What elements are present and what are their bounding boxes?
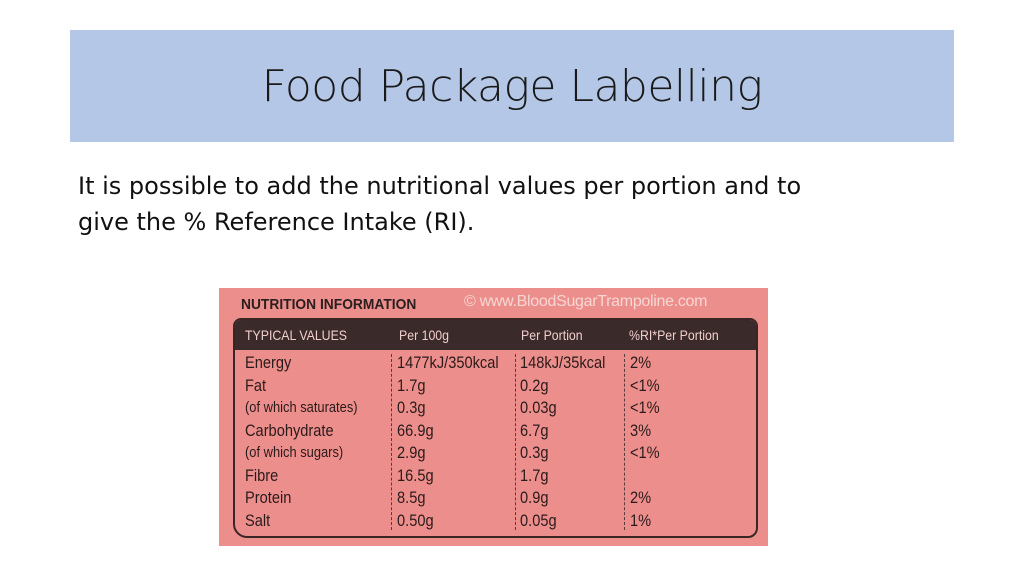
column-header-per-portion: Per Portion — [521, 327, 583, 343]
nutrient-names-column: Energy Fat (of which saturates) Carbohyd… — [245, 352, 358, 532]
per-100g-value: 8.5g — [397, 488, 426, 507]
per-portion-value: 1.7g — [520, 465, 549, 485]
nutrition-table-header: TYPICAL VALUES Per 100g Per Portion %RI*… — [235, 320, 756, 350]
per-100g-value: 0.3g — [397, 398, 426, 417]
nutrient-name: (of which saturates) — [245, 399, 358, 416]
per-portion-value: 0.9g — [520, 488, 549, 507]
per-portion-value: 0.2g — [520, 375, 549, 395]
ri-value: 2% — [630, 353, 652, 372]
per-portion-value: 6.7g — [520, 420, 549, 440]
per-portion-column: 148kJ/35kcal 0.2g 0.03g 6.7g 0.3g 1.7g 0… — [520, 352, 605, 532]
per-portion-value: 0.05g — [520, 510, 557, 530]
column-header-per-100g: Per 100g — [399, 327, 450, 343]
nutrition-label-heading: NUTRITION INFORMATION — [241, 296, 417, 313]
column-header-ri-per-portion: %RI*Per Portion — [629, 327, 719, 343]
per-portion-value: 0.03g — [520, 398, 557, 417]
nutrient-name: Salt — [245, 510, 271, 530]
per-100g-value: 1.7g — [397, 375, 426, 395]
per-100g-value: 1477kJ/350kcal — [397, 353, 499, 372]
column-divider — [515, 354, 516, 530]
title-band: Food Package Labelling — [70, 30, 954, 142]
nutrient-name: (of which sugars) — [245, 444, 344, 461]
column-divider — [391, 354, 392, 530]
column-divider — [624, 354, 625, 530]
nutrition-label-image: NUTRITION INFORMATION © www.BloodSugarTr… — [219, 288, 768, 546]
ri-column: 2% <1% <1% 3% <1% ​ 2% 1% — [630, 352, 660, 532]
per-100g-column: 1477kJ/350kcal 1.7g 0.3g 66.9g 2.9g 16.5… — [397, 352, 499, 532]
per-100g-value: 0.50g — [397, 510, 434, 530]
ri-value: 2% — [630, 488, 652, 507]
ri-value: <1% — [630, 398, 660, 417]
per-portion-value: 148kJ/35kcal — [520, 353, 606, 372]
nutrient-name: Fat — [245, 375, 267, 395]
slide-body-text: It is possible to add the nutritional va… — [78, 168, 958, 240]
ri-value: ​ — [630, 465, 660, 488]
watermark-text: © www.BloodSugarTrampoline.com — [464, 293, 708, 310]
nutrient-name: Protein — [245, 488, 292, 507]
nutrient-name: Fibre — [245, 465, 279, 485]
ri-value: <1% — [630, 443, 660, 462]
column-header-typical-values: TYPICAL VALUES — [245, 327, 348, 343]
ri-value: 1% — [630, 510, 652, 530]
per-100g-value: 16.5g — [397, 465, 434, 485]
slide-title: Food Package Labelling — [261, 60, 763, 112]
ri-value: 3% — [630, 420, 652, 440]
nutrient-name: Carbohydrate — [245, 420, 334, 440]
body-line: It is possible to add the nutritional va… — [78, 172, 802, 200]
nutrient-name: Energy — [245, 353, 292, 372]
nutrition-table: TYPICAL VALUES Per 100g Per Portion %RI*… — [233, 318, 758, 538]
ri-value: <1% — [630, 375, 660, 395]
per-100g-value: 2.9g — [397, 443, 426, 462]
body-line: give the % Reference Intake (RI). — [78, 208, 475, 236]
per-portion-value: 0.3g — [520, 443, 549, 462]
per-100g-value: 66.9g — [397, 420, 434, 440]
